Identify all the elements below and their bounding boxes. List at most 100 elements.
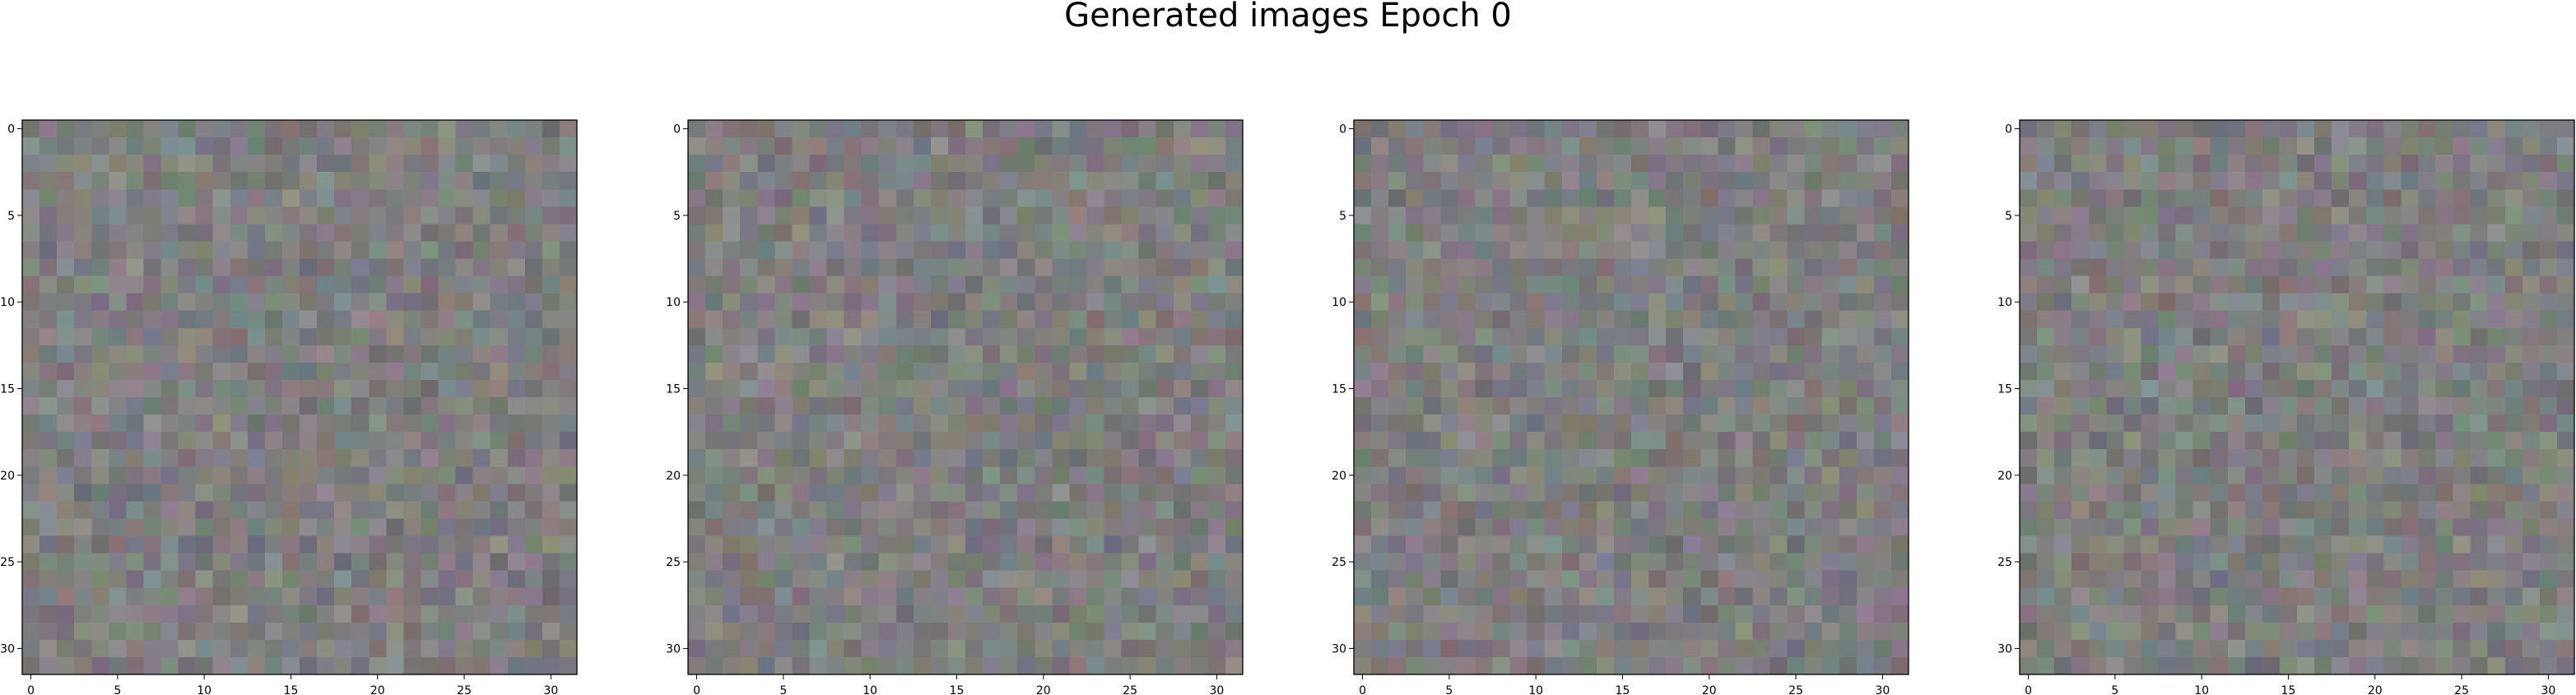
- image-pixel: [126, 310, 145, 329]
- image-pixel: [1000, 587, 1018, 606]
- image-pixel: [2020, 345, 2038, 364]
- image-pixel: [178, 276, 197, 294]
- image-pixel: [1509, 432, 1528, 450]
- image-pixel: [1017, 639, 1035, 658]
- image-pixel: [195, 362, 214, 381]
- image-pixel: [22, 570, 40, 589]
- image-pixel: [1527, 155, 1546, 173]
- image-pixel: [2262, 570, 2281, 589]
- image-pixel: [1596, 570, 1615, 589]
- image-pixel: [1527, 276, 1546, 294]
- image-pixel: [2106, 397, 2124, 415]
- image-pixel: [300, 570, 318, 589]
- image-pixel: [1700, 518, 1718, 537]
- image-pixel: [826, 656, 845, 675]
- image-pixel: [2192, 241, 2211, 260]
- image-pixel: [1596, 345, 1615, 364]
- image-pixel: [1839, 206, 1858, 225]
- image-pixel: [1458, 310, 1476, 329]
- image-pixel: [1596, 518, 1615, 537]
- image-pixel: [178, 397, 197, 415]
- image-pixel: [2037, 639, 2055, 658]
- image-pixel: [2192, 484, 2211, 502]
- image-pixel: [2279, 241, 2298, 260]
- image-pixel: [1873, 518, 1892, 537]
- image-pixel: [826, 189, 845, 207]
- image-pixel: [1890, 189, 1909, 207]
- image-pixel: [300, 362, 318, 381]
- image-pixel: [947, 206, 966, 225]
- image-pixel: [1458, 449, 1476, 467]
- image-pixel: [688, 224, 706, 243]
- image-pixel: [2037, 656, 2055, 675]
- image-pixel: [212, 656, 231, 675]
- image-pixel: [1052, 258, 1070, 277]
- image-pixel: [2487, 327, 2506, 346]
- image-pixel: [74, 466, 92, 484]
- image-pixel: [1017, 553, 1035, 572]
- image-pixel: [1017, 224, 1035, 243]
- image-pixel: [74, 258, 92, 277]
- image-pixel: [1388, 276, 1407, 294]
- image-pixel: [195, 553, 214, 572]
- image-pixel: [705, 518, 723, 537]
- image-pixel: [913, 553, 932, 572]
- image-pixel: [2106, 241, 2124, 260]
- image-pixel: [1475, 570, 1494, 589]
- image-pixel: [2556, 120, 2575, 138]
- image-pixel: [2089, 415, 2107, 433]
- image-pixel: [757, 206, 775, 225]
- image-pixel: [421, 379, 439, 398]
- image-pixel: [1458, 518, 1476, 537]
- image-pixel: [1648, 587, 1667, 606]
- image-pixel: [844, 172, 863, 190]
- image-pixel: [1121, 639, 1140, 658]
- image-pixel: [74, 449, 92, 467]
- image-pixel: [507, 172, 526, 190]
- image-pixel: [1769, 155, 1788, 173]
- image-pixel: [1666, 535, 1684, 554]
- image-pixel: [1458, 206, 1476, 225]
- image-pixel: [792, 432, 811, 450]
- image-pixel: [1086, 172, 1105, 190]
- image-pixel: [421, 327, 439, 346]
- image-pixel: [1631, 258, 1649, 277]
- image-pixel: [1052, 172, 1070, 190]
- image-pixel: [74, 484, 92, 502]
- image-pixel: [826, 258, 845, 277]
- image-pixel: [2453, 605, 2471, 623]
- image-pixel: [1839, 241, 1858, 260]
- image-pixel: [965, 587, 983, 606]
- image-pixel: [2262, 362, 2281, 381]
- image-pixel: [403, 258, 422, 277]
- image-pixel: [861, 587, 880, 606]
- image-pixel: [403, 137, 422, 155]
- image-pixel: [1138, 415, 1157, 433]
- image-pixel: [300, 553, 318, 572]
- image-pixel: [2349, 379, 2367, 398]
- image-pixel: [74, 518, 92, 537]
- y-tick-label: 5: [1339, 210, 1346, 223]
- image-pixel: [1718, 656, 1736, 675]
- image-pixel: [792, 415, 811, 433]
- image-pixel: [160, 362, 179, 381]
- image-pixel: [878, 501, 897, 520]
- image-pixel: [1839, 484, 1858, 502]
- image-pixel: [1787, 276, 1806, 294]
- image-pixel: [1388, 362, 1407, 381]
- image-pixel: [195, 293, 214, 312]
- image-pixel: [2349, 172, 2367, 190]
- image-pixel: [1596, 206, 1615, 225]
- image-pixel: [1873, 379, 1892, 398]
- image-pixel: [2123, 587, 2142, 606]
- image-pixel: [40, 553, 58, 572]
- image-pixel: [1475, 293, 1494, 312]
- image-pixel: [2071, 206, 2090, 225]
- image-pixel: [1406, 258, 1424, 277]
- image-pixel: [264, 415, 283, 433]
- image-pixel: [1388, 137, 1407, 155]
- image-pixel: [2158, 241, 2177, 260]
- image-pixel: [930, 622, 949, 641]
- image-pixel: [1371, 397, 1389, 415]
- image-pixel: [774, 432, 793, 450]
